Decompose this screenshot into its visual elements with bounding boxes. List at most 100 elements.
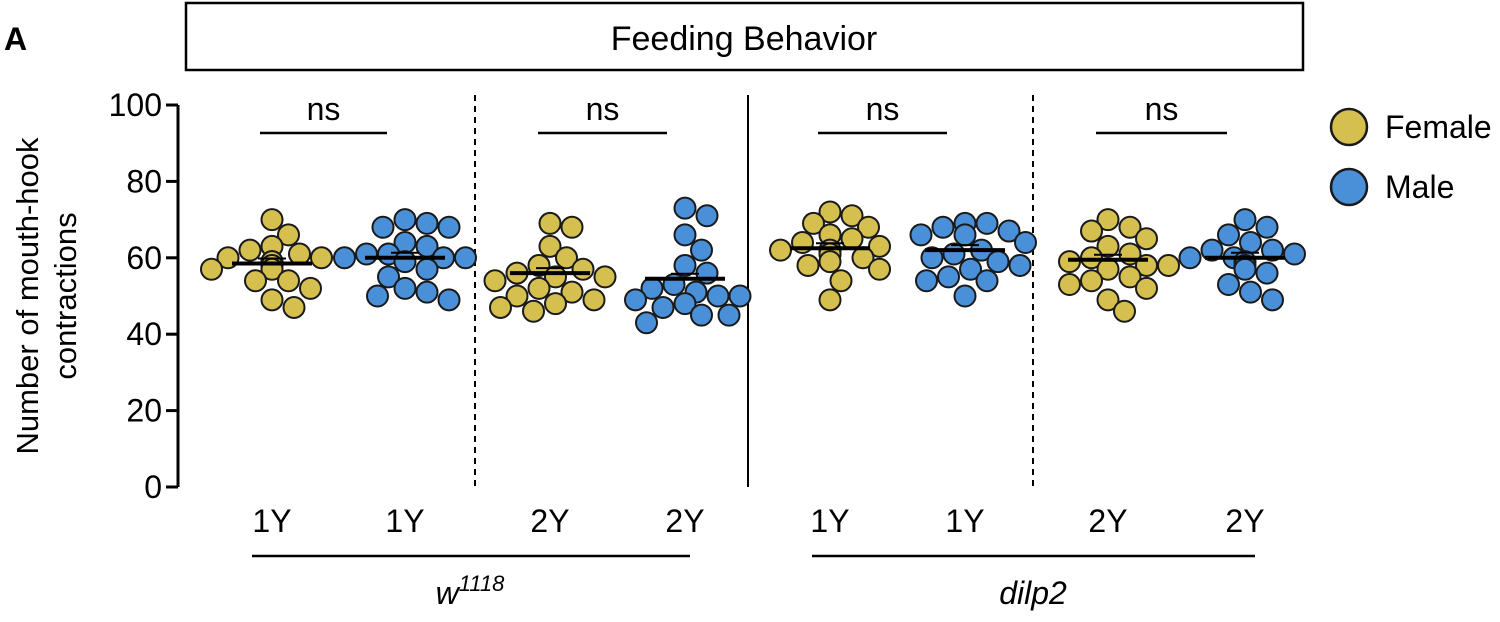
legend-label: Female (1385, 109, 1492, 145)
female-data-point (522, 299, 545, 323)
female-data-point (538, 211, 562, 235)
female-data-point (560, 215, 584, 239)
female-data-point (288, 242, 311, 266)
male-data-point (415, 280, 439, 304)
x-tick-label: 2Y (530, 503, 569, 539)
male-data-point (695, 204, 719, 228)
male-data-point (393, 250, 417, 274)
male-data-point (1200, 238, 1224, 262)
legend: Female Male (1329, 107, 1492, 207)
male-data-point (1239, 280, 1262, 304)
female-data-point (277, 223, 300, 247)
x-tick-label: 1Y (945, 503, 984, 539)
male-data-point (673, 292, 697, 316)
female-data-point (857, 215, 880, 239)
male-data-point (997, 219, 1021, 243)
male-data-point (920, 246, 944, 270)
female-data-point (483, 269, 507, 293)
male-data-point (1014, 231, 1037, 255)
female-data-point (1118, 215, 1142, 239)
male-data-point (1255, 215, 1279, 239)
comparison-label: ns (307, 91, 341, 127)
male-data-point (975, 269, 999, 293)
y-tick-label: 100 (109, 87, 162, 123)
male-data-point (937, 265, 960, 289)
comparison-bracket: ns (538, 91, 667, 135)
male-data-point (393, 276, 417, 300)
male-data-point (953, 223, 977, 247)
x-tick-label: 1Y (810, 503, 849, 539)
male-data-point (651, 295, 675, 319)
female-data-point (277, 269, 300, 293)
male-data-point (690, 303, 713, 327)
female-data-point (868, 257, 891, 281)
male-data-point (1233, 257, 1257, 281)
female-data-point (802, 211, 825, 235)
female-data-point (544, 292, 567, 316)
x-tick-label: 2Y (665, 503, 704, 539)
female-data-point (1080, 219, 1103, 243)
female-data-point (310, 246, 333, 270)
x-tick-label: 1Y (385, 503, 424, 539)
female-data-point (527, 253, 551, 277)
female-data-point (1058, 273, 1081, 297)
male-data-point (1217, 273, 1240, 297)
male-data-point (624, 288, 647, 312)
female-data-point (244, 269, 267, 293)
title-box (184, 1, 1305, 72)
y-axis-title-line1: Number of mouth-hook (10, 137, 45, 455)
male-data-point (1008, 253, 1032, 277)
genotype-label: dilp2 (999, 575, 1067, 611)
significance-comparisons: ns ns ns ns (260, 91, 1227, 135)
female-data-point (840, 227, 864, 251)
male-data-point (415, 211, 439, 235)
female-data-point (769, 238, 792, 262)
comparison-bracket: ns (1096, 91, 1227, 135)
legend-marker (1329, 167, 1369, 207)
x-tick-label: 2Y (1225, 503, 1264, 539)
male-data-point (717, 303, 741, 327)
male-data-point (728, 284, 752, 308)
female-data-point (1080, 269, 1103, 293)
female-data-point (538, 234, 562, 258)
female-data-point (527, 276, 551, 300)
male-data-point (959, 257, 982, 281)
genotype-label: w1118 (436, 571, 506, 611)
male-data-point (371, 215, 395, 239)
female-data-point (571, 257, 595, 281)
female-data-point (260, 288, 284, 312)
female-data-point (505, 284, 529, 308)
male-data-point (673, 196, 697, 220)
genotype-label-base: dilp2 (999, 575, 1067, 611)
y-tick-label: 0 (144, 469, 162, 505)
male-data-point (1261, 238, 1284, 262)
y-tick-label: 40 (126, 316, 162, 352)
male-data-point (377, 265, 400, 289)
y-axis-title-line2: contractions (48, 212, 83, 379)
y-axis-title: Number of mouth-hook contractions (10, 137, 83, 455)
male-data-point (673, 253, 697, 277)
male-data-point (1283, 242, 1306, 266)
male-data-point (355, 242, 378, 266)
female-data-point (829, 269, 853, 293)
female-data-point (238, 238, 262, 262)
male-data-point (706, 284, 730, 308)
female-data-point (593, 265, 617, 289)
female-data-point (1096, 234, 1120, 258)
male-data-point (1233, 208, 1257, 232)
female-data-point (560, 280, 584, 304)
male-data-point (909, 223, 933, 247)
male-data-point (415, 257, 439, 281)
male-data-point (1255, 261, 1279, 285)
male-data-point (1178, 246, 1202, 270)
comparison-bracket: ns (260, 91, 387, 135)
female-data-point (840, 204, 864, 228)
male-data-point (393, 208, 417, 232)
female-data-point (1135, 276, 1158, 300)
female-data-point (582, 288, 606, 312)
female-data-point (555, 246, 578, 270)
comparison-label: ns (866, 91, 900, 127)
legend-item: Male (1329, 167, 1454, 207)
genotype-label-base: w (436, 575, 461, 611)
comparison-label: ns (586, 91, 620, 127)
